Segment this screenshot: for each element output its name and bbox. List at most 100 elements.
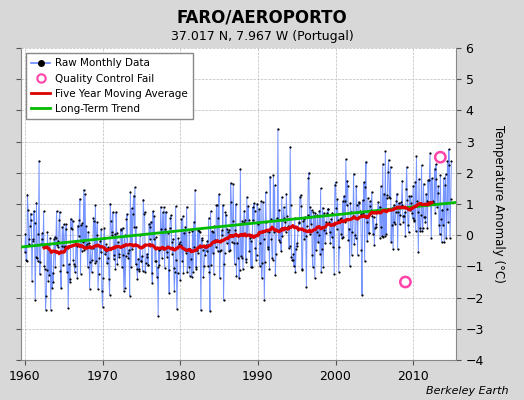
Point [391,209,400,216]
Point [417,212,425,218]
Point [111,266,119,272]
Point [105,276,113,283]
Point [290,215,299,221]
Point [441,182,449,188]
Point [231,260,239,267]
Point [63,244,72,251]
Point [347,209,355,215]
Point [69,257,78,264]
Point [45,240,53,247]
Point [68,226,77,232]
Point [241,217,249,223]
Point [80,247,89,254]
Point [141,269,149,275]
Point [174,235,182,241]
Point [116,244,124,250]
Point [378,233,386,240]
Point [413,209,422,216]
Point [115,251,124,257]
Point [32,199,41,206]
Point [421,214,429,220]
Point [49,278,58,285]
Point [100,225,108,232]
Point [342,202,351,208]
Point [410,216,418,223]
Point [126,292,134,299]
Point [246,264,255,270]
Point [130,224,138,230]
Point [351,232,359,238]
Point [384,169,392,175]
Point [191,263,200,270]
Point [39,208,48,214]
Point [377,183,385,190]
Point [271,272,279,278]
Point [86,245,95,251]
Point [372,223,380,230]
Point [309,264,317,270]
Point [187,247,195,254]
Point [269,172,278,178]
Point [320,210,328,216]
Point [316,250,324,257]
Point [406,207,414,213]
Point [327,216,335,222]
Point [326,240,334,246]
Point [446,234,454,241]
Point [77,222,85,228]
Point [104,255,112,261]
Point [195,228,203,234]
Point [37,240,45,247]
Point [300,236,309,242]
Point [113,230,121,237]
Point [89,245,97,251]
Point [188,274,196,280]
Point [298,267,307,273]
Point [51,264,59,270]
Point [30,220,39,226]
Point [25,236,34,242]
Point [422,198,431,204]
Point [315,208,323,214]
Point [281,229,290,235]
Point [289,256,297,263]
Text: FARO/AEROPORTO: FARO/AEROPORTO [177,8,347,26]
Point [434,183,443,189]
Point [93,219,102,226]
Point [176,239,184,246]
Point [364,230,373,236]
Point [143,253,151,260]
Point [378,161,387,167]
Point [291,269,300,275]
Point [249,216,257,223]
Point [443,158,452,164]
Point [86,259,94,265]
Point [312,229,321,235]
Point [411,179,419,185]
Point [385,157,393,163]
Point [363,219,371,226]
Point [163,229,172,236]
Point [328,234,336,240]
Point [97,226,105,232]
Point [310,213,319,219]
Point [23,258,31,265]
Point [425,177,433,183]
Point [217,246,225,253]
Point [147,218,155,225]
Point [79,239,88,245]
Point [61,242,69,249]
Point [139,196,147,203]
Point [258,259,267,266]
Point [180,247,189,253]
Point [267,236,276,242]
Point [441,171,450,178]
Point [397,199,405,206]
Point [292,240,301,247]
Point [182,249,190,256]
Point [210,223,219,229]
Point [89,215,97,221]
Point [78,220,86,226]
Point [300,216,308,222]
Point [224,248,233,254]
